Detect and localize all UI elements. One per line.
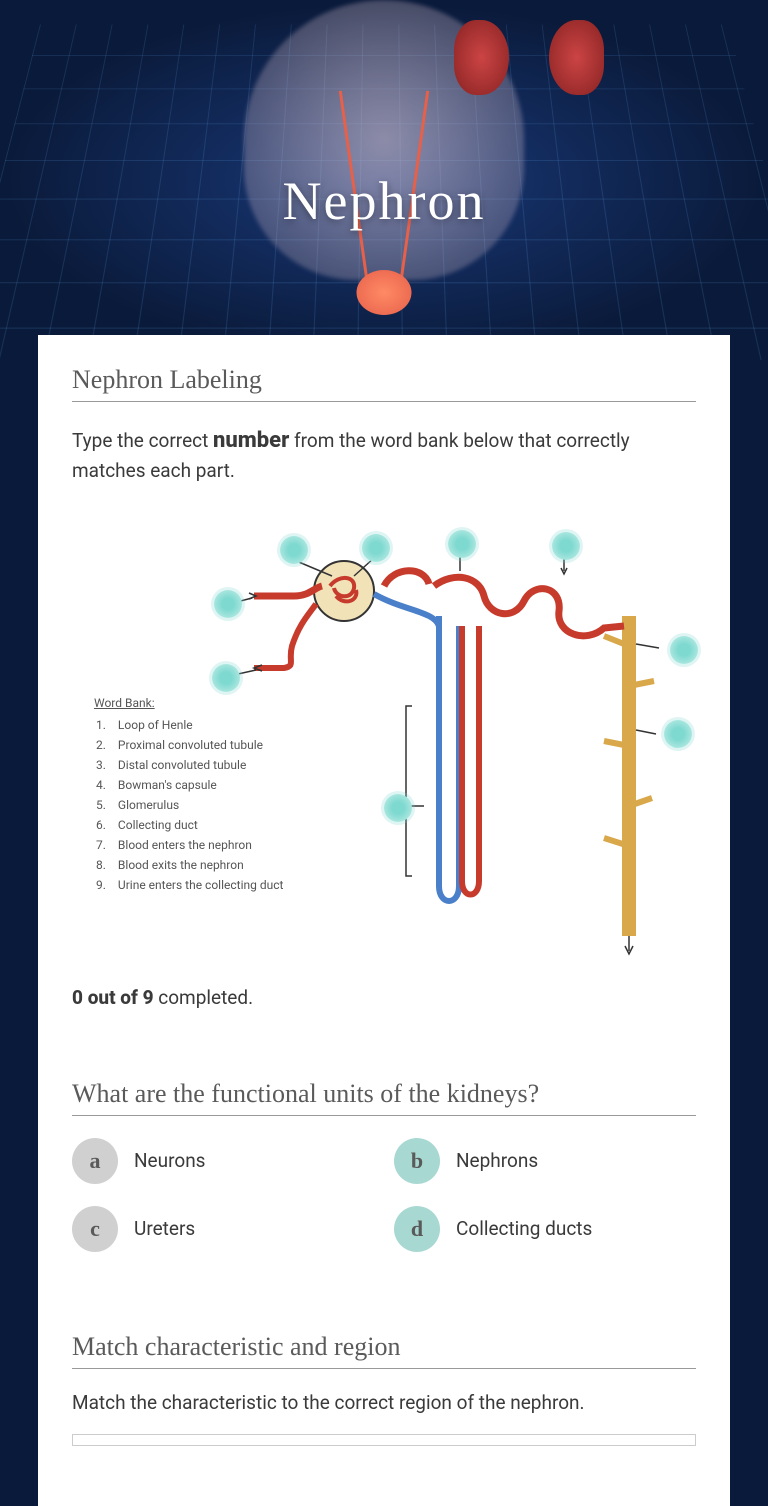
mc-choice-a[interactable]: a Neurons (72, 1138, 374, 1184)
word-bank-num: 4. (96, 776, 116, 794)
mc-choice-c[interactable]: c Ureters (72, 1206, 374, 1252)
word-bank-num: 2. (96, 736, 116, 754)
word-bank-term: Blood enters the nephron (118, 836, 284, 854)
word-bank-term: Glomerulus (118, 796, 284, 814)
word-bank: Word Bank: 1.Loop of Henle2.Proximal con… (94, 694, 285, 896)
mc-choice-label: Nephrons (456, 1149, 538, 1172)
word-bank-num: 9. (96, 876, 116, 894)
progress-count: 0 out of 9 (72, 986, 154, 1009)
word-bank-num: 8. (96, 856, 116, 874)
word-bank-term: Proximal convoluted tubule (118, 736, 284, 754)
multiple-choice-group: a Neurons b Nephrons c Ureters d Collecting duc… (72, 1138, 696, 1252)
mc-choice-label: Ureters (134, 1217, 195, 1240)
word-bank-row: 3.Distal convoluted tubule (96, 756, 283, 774)
section-title-match: Match characteristic and region (72, 1332, 696, 1369)
word-bank-row: 4.Bowman's capsule (96, 776, 283, 794)
word-bank-term: Collecting duct (118, 816, 284, 834)
mc-letter-badge: d (394, 1206, 440, 1252)
word-bank-term: Loop of Henle (118, 716, 284, 734)
match-dropzone[interactable] (72, 1434, 696, 1446)
match-instruction: Match the characteristic to the correct … (72, 1391, 696, 1414)
mc-letter-badge: a (72, 1138, 118, 1184)
word-bank-title: Word Bank: (94, 694, 285, 712)
completion-status: 0 out of 9 completed. (72, 986, 696, 1009)
mc-choice-b[interactable]: b Nephrons (394, 1138, 696, 1184)
word-bank-term: Urine enters the collecting duct (118, 876, 284, 894)
mc-choice-d[interactable]: d Collecting ducts (394, 1206, 696, 1252)
word-bank-row: 9.Urine enters the collecting duct (96, 876, 283, 894)
word-bank-num: 3. (96, 756, 116, 774)
hotspot-6[interactable] (212, 664, 240, 692)
hotspot-7[interactable] (384, 794, 412, 822)
word-bank-term: Bowman's capsule (118, 776, 284, 794)
word-bank-row: 2.Proximal convoluted tubule (96, 736, 283, 754)
page-title: Nephron (283, 170, 486, 232)
section-title-mc: What are the functional units of the kid… (72, 1079, 696, 1116)
mc-letter-badge: c (72, 1206, 118, 1252)
word-bank-row: 8.Blood exits the nephron (96, 856, 283, 874)
word-bank-term: Distal convoluted tubule (118, 756, 284, 774)
hotspot-4[interactable] (552, 532, 580, 560)
hotspot-8[interactable] (670, 636, 698, 664)
mc-letter-badge: b (394, 1138, 440, 1184)
hotspot-5[interactable] (214, 590, 242, 618)
word-bank-row: 5.Glomerulus (96, 796, 283, 814)
hotspot-9[interactable] (664, 720, 692, 748)
word-bank-table: 1.Loop of Henle2.Proximal convoluted tub… (94, 714, 285, 896)
word-bank-row: 6.Collecting duct (96, 816, 283, 834)
section-title-labeling: Nephron Labeling (72, 365, 696, 402)
hero-banner: Nephron (0, 0, 768, 360)
progress-text: completed. (154, 986, 254, 1009)
nephron-diagram: Word Bank: 1.Loop of Henle2.Proximal con… (84, 516, 684, 966)
mc-choice-label: Collecting ducts (456, 1217, 592, 1240)
instruction-emphasis: number (213, 428, 289, 453)
labeling-instruction: Type the correct number from the word ba… (72, 424, 696, 486)
instruction-text: Type the correct (72, 429, 213, 452)
hotspot-1[interactable] (280, 536, 308, 564)
word-bank-num: 7. (96, 836, 116, 854)
hotspot-3[interactable] (448, 530, 476, 558)
content-card: Nephron Labeling Type the correct number… (38, 335, 730, 1506)
hotspot-2[interactable] (362, 534, 390, 562)
word-bank-row: 1.Loop of Henle (96, 716, 283, 734)
word-bank-row: 7.Blood enters the nephron (96, 836, 283, 854)
word-bank-num: 6. (96, 816, 116, 834)
word-bank-term: Blood exits the nephron (118, 856, 284, 874)
word-bank-num: 5. (96, 796, 116, 814)
word-bank-num: 1. (96, 716, 116, 734)
mc-choice-label: Neurons (134, 1149, 206, 1172)
